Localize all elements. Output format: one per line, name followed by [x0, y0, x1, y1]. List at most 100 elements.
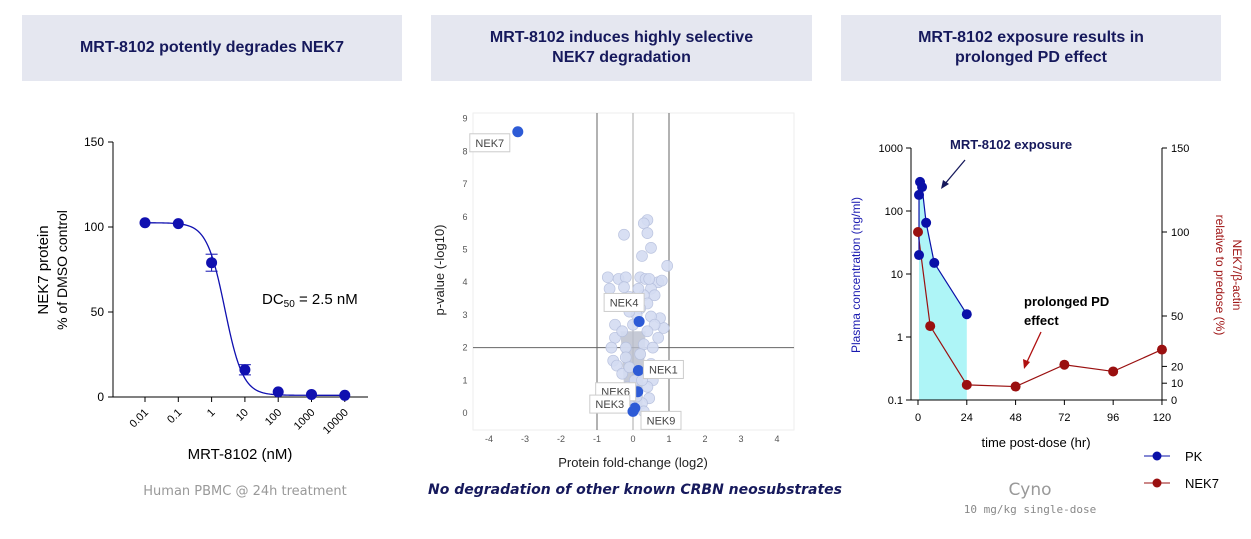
- legend-label: PK: [1185, 449, 1203, 464]
- nek7-point: [925, 321, 936, 332]
- panel-3-caption: Cyno: [1008, 480, 1052, 500]
- y2-tick-label: 20: [1171, 361, 1183, 373]
- pd-annotation-2: effect: [1024, 313, 1059, 328]
- y-tick-label: 0: [97, 390, 104, 404]
- panel-3-subcaption: 10 mg/kg single-dose: [963, 503, 1097, 516]
- y2-tick-label: 100: [1171, 227, 1189, 239]
- y-tick-label: 50: [91, 305, 105, 319]
- data-point: [172, 218, 184, 230]
- y-axis-label: p-value (-log10): [432, 224, 447, 315]
- x-tick-label: 100: [263, 407, 284, 428]
- nek7-point: [1010, 381, 1021, 392]
- y-tick-label: 9: [462, 114, 467, 124]
- y2-axis-label: NEK7/β-actin: [1230, 240, 1244, 311]
- x-tick-label: 1: [666, 434, 671, 444]
- pk-point: [929, 257, 940, 268]
- exposure-arrow: [943, 159, 966, 186]
- point-label-box: [589, 394, 631, 414]
- point-label: NEK1: [649, 364, 678, 376]
- x-tick-label: 0: [630, 434, 635, 444]
- y2-tick-label: 150: [1171, 143, 1189, 155]
- y-axis-label-2: % of DMSO control: [54, 210, 70, 330]
- pk-point: [961, 309, 972, 320]
- protein-point: [601, 271, 614, 284]
- data-point: [306, 388, 317, 400]
- point-label-box: [603, 292, 645, 312]
- x-tick-label: 24: [961, 412, 973, 424]
- x-tick-label: 1: [205, 407, 218, 420]
- protein-point: [661, 260, 674, 272]
- y-tick-label: 10: [891, 269, 903, 281]
- legend-marker: [1152, 451, 1162, 461]
- panel-1-title: MRT-8102 potently degrades NEK7: [22, 15, 402, 81]
- y-tick-label: 6: [462, 212, 467, 222]
- point-label: NEK9: [647, 415, 676, 427]
- y-tick-label: 0: [462, 408, 467, 418]
- highlighted-point: [512, 126, 524, 138]
- x-tick-label: -1: [593, 434, 601, 444]
- point-label-box: [469, 133, 511, 153]
- x-tick-label: 48: [1009, 412, 1021, 424]
- x-tick-label: 0.1: [165, 407, 184, 426]
- data-point: [206, 257, 218, 269]
- protein-point: [637, 217, 650, 230]
- point-label: NEK3: [595, 399, 624, 411]
- protein-point: [645, 242, 657, 254]
- pk-point: [917, 182, 928, 193]
- data-point: [139, 217, 151, 229]
- y-tick-label: 1: [462, 375, 467, 385]
- panel-1-caption: Human PBMC @ 24h treatment: [143, 484, 347, 499]
- x-tick-label: 4: [774, 434, 779, 444]
- protein-point: [646, 341, 659, 354]
- highlighted-point: [627, 405, 639, 417]
- x-tick-label: 0: [915, 412, 921, 424]
- y-tick-label: 150: [84, 135, 104, 149]
- nek7-point: [1059, 359, 1070, 370]
- highlighted-point: [633, 315, 645, 327]
- x-tick-label: 10000: [321, 407, 351, 437]
- point-label-box: [640, 410, 682, 430]
- protein-point: [618, 228, 630, 241]
- dc50-annotation: DC50 = 2.5 nM: [262, 291, 358, 310]
- nek7-point: [913, 227, 923, 237]
- x-tick-label: 3: [738, 434, 743, 444]
- y-tick-label: 3: [462, 310, 467, 320]
- protein-point: [634, 348, 647, 360]
- y-tick-label: 1: [897, 332, 903, 344]
- nek7-point: [1108, 366, 1119, 377]
- y-tick-label: 0.1: [888, 395, 903, 407]
- data-point: [239, 364, 251, 376]
- protein-point: [603, 282, 616, 295]
- protein-point: [652, 331, 665, 344]
- highlighted-point: [632, 364, 644, 376]
- x-tick-label: 10: [234, 407, 251, 424]
- protein-point: [619, 351, 632, 364]
- nek7-point: [1156, 344, 1167, 355]
- pk-point: [921, 217, 932, 228]
- exposure-arrowhead: [941, 180, 949, 189]
- x-tick-label: -4: [485, 434, 493, 444]
- panel-3-title: MRT-8102 exposure results in prolonged P…: [841, 15, 1221, 81]
- y-tick-label: 8: [462, 146, 467, 156]
- pk-point: [914, 250, 925, 261]
- protein-point: [641, 227, 654, 239]
- exposure-annotation: MRT-8102 exposure: [950, 137, 1072, 152]
- y-axis-label: NEK7 protein: [35, 225, 52, 314]
- x-tick-label: 120: [1153, 412, 1171, 424]
- y-tick-label: 100: [84, 220, 104, 234]
- pd-annotation: prolonged PD: [1024, 294, 1109, 309]
- protein-point: [605, 341, 618, 354]
- exposure-shading: [919, 181, 967, 400]
- y-tick-label: 5: [462, 245, 467, 255]
- point-label: NEK4: [610, 297, 639, 309]
- data-point: [339, 389, 351, 401]
- y-tick-label: 2: [462, 343, 467, 353]
- pd-arrow: [1025, 331, 1042, 365]
- protein-point: [641, 325, 654, 338]
- x-tick-label: 96: [1107, 412, 1119, 424]
- x-tick-label: 72: [1058, 412, 1070, 424]
- y-tick-label: 100: [885, 206, 903, 218]
- protein-point: [619, 271, 632, 284]
- y-tick-label: 1000: [879, 143, 903, 155]
